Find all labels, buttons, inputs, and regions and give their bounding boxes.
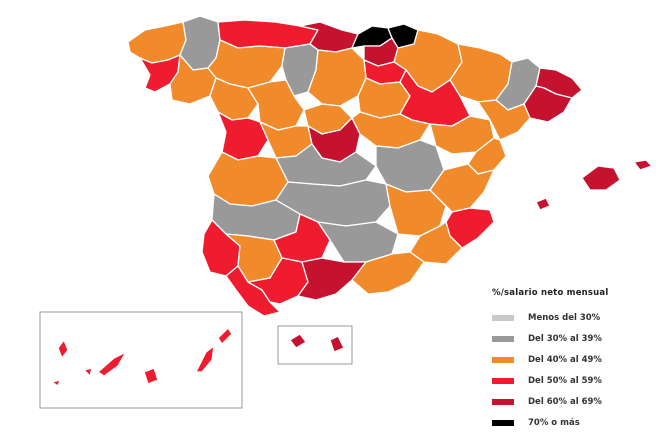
city-melilla [329,335,345,353]
legend-swatch [492,377,514,384]
province-tarragona [477,99,531,141]
legend-swatch [492,314,514,321]
legend-label: Del 40% al 49% [528,354,602,365]
legend-title: %/salario neto mensual [492,288,609,298]
province-ibiza [535,197,551,211]
legend-swatch [492,419,514,426]
province-salamanca [217,111,269,161]
legend-item: 70% o más [492,412,652,433]
island-el-hierro [51,379,61,387]
island-fuerteventura [195,345,215,373]
island-tenerife [97,351,127,377]
legend-label: 70% o más [528,417,580,428]
legend-label: Del 60% al 69% [528,396,602,407]
map-legend: %/salario neto mensual Menos del 30% Del… [492,288,652,433]
island-gran-canaria [143,367,159,385]
province-burgos [307,47,367,107]
legend-label: Del 50% al 59% [528,375,602,386]
province-mallorca [581,165,621,191]
province-granada [297,257,367,301]
province-ourense [169,54,217,105]
province-valencia [429,163,495,213]
province-almeria [351,251,425,295]
legend-item: Menos del 30% [492,307,652,328]
legend-item: Del 30% al 39% [492,328,652,349]
legend-label: Del 30% al 39% [528,333,602,344]
province-asturias [217,19,319,49]
island-lanzarote [217,327,233,345]
legend-label: Menos del 30% [528,312,601,323]
legend-swatch [492,398,514,405]
city-ceuta [289,333,307,349]
province-ciudad-real [275,179,391,227]
province-guadalajara [351,111,431,149]
legend-item: Del 50% al 59% [492,370,652,391]
legend-swatch [492,335,514,342]
legend-item: Del 60% al 69% [492,391,652,412]
island-la-palma [57,339,69,359]
province-valladolid [247,79,305,131]
island-la-gomera [83,367,93,377]
legend-item: Del 40% al 49% [492,349,652,370]
legend-swatch [492,356,514,363]
province-menorca [633,159,653,171]
